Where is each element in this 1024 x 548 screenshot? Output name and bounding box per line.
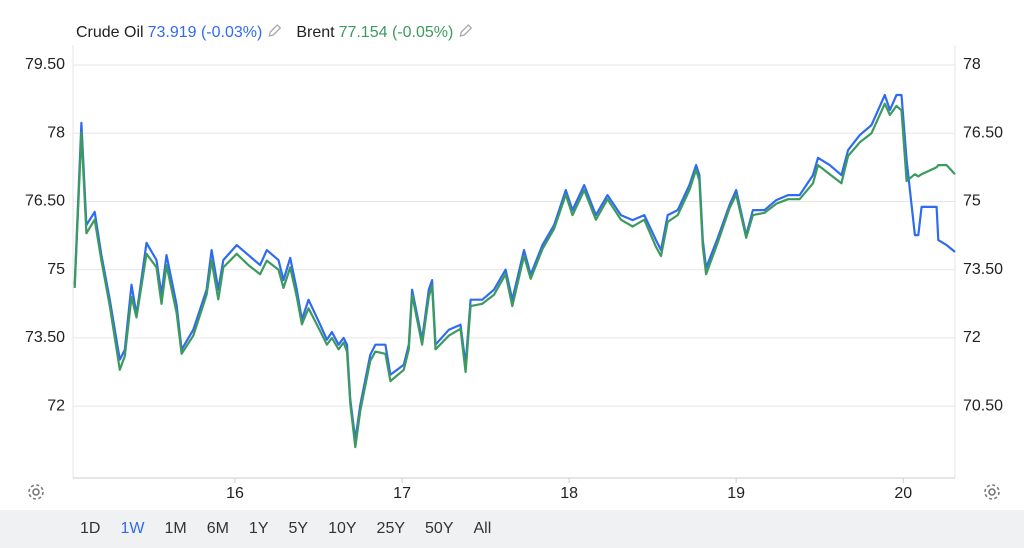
legend-name: Crude Oil [76, 24, 144, 41]
edit-icon[interactable] [459, 24, 473, 37]
y-tick-label: 72 [47, 397, 65, 414]
edit-icon-shape [459, 24, 473, 37]
x-tick-label: 20 [894, 485, 912, 502]
y2-tick-label: 73.50 [963, 261, 1003, 278]
y-tick-label: 73.50 [25, 329, 65, 346]
y2-tick-label: 76.50 [963, 124, 1003, 141]
settings-icon-left[interactable] [28, 484, 44, 500]
range-button[interactable]: 6M [206, 520, 229, 537]
range-button[interactable]: All [473, 520, 492, 537]
x-tick-label: 16 [226, 485, 244, 502]
y2-tick-label: 72 [963, 329, 981, 346]
y2-tick-label: 75 [963, 193, 981, 210]
y2-tick-label: 70.50 [963, 397, 1003, 414]
y-tick-label: 79.50 [25, 56, 65, 73]
settings-icon-right[interactable] [984, 484, 1000, 500]
series-line [73, 93, 956, 441]
legend-value: 77.154 (-0.05%) [339, 24, 454, 41]
x-tick-label: 17 [393, 485, 411, 502]
y-tick-label: 78 [47, 124, 65, 141]
y2-tick-label: 78 [963, 56, 981, 73]
range-button[interactable]: 10Y [328, 520, 357, 537]
range-button[interactable]: 5Y [288, 520, 309, 537]
chart: 79.50 78 76.50 75 73.50 72 78 76.50 75 73.50 72 70.… [25, 24, 1003, 502]
x-tick-label: 18 [560, 485, 578, 502]
range-button[interactable]: 25Y [376, 520, 406, 537]
legend-name: Brent [296, 24, 335, 41]
range-button[interactable]: 1Y [248, 520, 269, 537]
x-tick-label: 19 [727, 485, 745, 502]
y-tick-label: 76.50 [25, 193, 65, 210]
edit-icon-shape [268, 24, 282, 37]
range-button[interactable]: 1M [164, 520, 187, 537]
y-tick-label: 75 [47, 261, 65, 278]
range-button[interactable]: 1D [80, 520, 101, 537]
legend-value: 73.919 (-0.03%) [148, 24, 263, 41]
range-selector: 1D 1W 1M 6M 1Y 5Y 10Y 25Y 50Y All [0, 510, 1024, 548]
range-button[interactable]: 1W [120, 520, 145, 537]
series-line [73, 102, 956, 449]
edit-icon[interactable] [268, 24, 282, 37]
range-button[interactable]: 50Y [425, 520, 454, 537]
